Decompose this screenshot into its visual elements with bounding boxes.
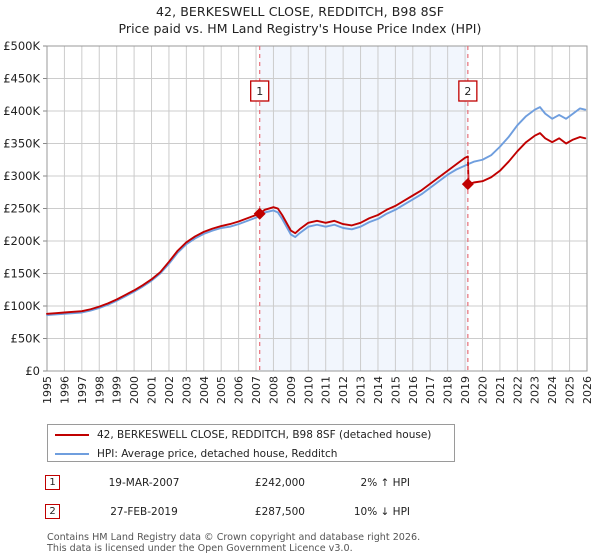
y-tick-label: £450K: [3, 72, 40, 86]
y-tick-label: £0: [25, 364, 40, 378]
x-tick-label: 2006: [233, 376, 246, 404]
transaction-hpi-delta: 10% ↓ HPI: [353, 506, 410, 518]
transaction-price: £287,500: [254, 506, 305, 518]
y-tick-label: £150K: [3, 267, 40, 281]
x-tick-label: 2023: [529, 376, 542, 404]
x-tick-label: 2025: [564, 376, 577, 404]
x-tick-label: 2020: [476, 376, 489, 404]
transaction-price: £242,000: [254, 477, 305, 489]
plot-border: [46, 45, 588, 372]
marker-index-label: 1: [256, 85, 263, 98]
x-tick-label: 2019: [459, 376, 472, 404]
x-tick-label: 2008: [267, 376, 280, 404]
x-tick-label: 2024: [546, 376, 559, 404]
marker-index-label: 2: [464, 85, 471, 98]
y-tick-label: £50K: [11, 332, 41, 346]
transaction-index-badge: 2: [45, 504, 60, 519]
x-tick-label: 1995: [41, 376, 54, 404]
y-tick-label: £400K: [3, 104, 40, 118]
x-tick-label: 1998: [93, 376, 106, 404]
transaction-row[interactable]: 2 27-FEB-2019 £287,500 10% ↓ HPI: [45, 503, 465, 521]
x-tick-label: 2022: [511, 376, 524, 404]
x-tick-label: 1999: [111, 376, 124, 404]
transaction-date: 27-FEB-2019: [110, 506, 178, 518]
transaction-date: 19-MAR-2007: [108, 477, 180, 489]
legend-item-hpi: HPI: Average price, detached house, Redd…: [48, 444, 454, 463]
x-tick-label: 2018: [442, 376, 455, 404]
x-tick-label: 2005: [215, 376, 228, 404]
x-tick-label: 2021: [494, 376, 507, 404]
x-tick-label: 2013: [355, 376, 368, 404]
x-tick-label: 2002: [163, 376, 176, 404]
price-history-chart: 1995 1996 1997 1998 1999 2000 2001 2002 2003 2004…: [3, 39, 594, 404]
legend-label-hpi: HPI: Average price, detached house, Redd…: [97, 447, 338, 460]
series-line: [46, 106, 587, 317]
x-tick-label: 2004: [198, 376, 211, 404]
legend-swatch-price-paid: [55, 433, 89, 436]
chart-legend: 42, BERKESWELL CLOSE, REDDITCH, B98 8SF …: [47, 424, 455, 462]
x-tick-label: 2014: [372, 376, 385, 404]
x-tick-label: 2003: [180, 376, 193, 404]
footer-licence-line2: This data is licensed under the Open Gov…: [47, 543, 353, 554]
page-title: 42, BERKESWELL CLOSE, REDDITCH, B98 8SF: [156, 4, 444, 19]
x-tick-label: 2016: [407, 376, 420, 404]
y-tick-label: £250K: [3, 202, 40, 216]
x-tick-label: 2010: [302, 376, 315, 404]
x-tick-label: 1997: [76, 376, 89, 404]
footer-copyright-line1: Contains HM Land Registry data © Crown c…: [47, 532, 421, 543]
series-line: [46, 132, 587, 315]
x-tick-label: 1996: [58, 376, 71, 404]
transaction-index-badge: 1: [45, 475, 60, 490]
y-tick-label: £100K: [3, 299, 40, 313]
y-tick-label: £500K: [3, 39, 40, 53]
transaction-hpi-delta: 2% ↑ HPI: [360, 477, 410, 489]
x-tick-label: 2001: [146, 376, 159, 404]
x-tick-label: 2012: [337, 376, 350, 404]
legend-label-price-paid: 42, BERKESWELL CLOSE, REDDITCH, B98 8SF …: [97, 428, 432, 441]
y-tick-label: £300K: [3, 169, 40, 183]
y-tick-label: £350K: [3, 137, 40, 151]
x-tick-label: 2011: [320, 376, 333, 404]
page-subtitle: Price paid vs. HM Land Registry's House …: [118, 21, 482, 36]
price-marker[interactable]: [253, 207, 266, 220]
transaction-row[interactable]: 1 19-MAR-2007 £242,000 2% ↑ HPI: [45, 474, 465, 492]
x-tick-label: 2007: [250, 376, 263, 404]
x-tick-label: 2015: [389, 376, 402, 404]
price-marker[interactable]: [461, 178, 474, 191]
x-tick-label: 2026: [581, 376, 594, 404]
legend-item-price-paid: 42, BERKESWELL CLOSE, REDDITCH, B98 8SF …: [48, 425, 454, 444]
x-tick-label: 2009: [285, 376, 298, 404]
y-tick-label: £200K: [3, 234, 40, 248]
marker-index-box: [250, 80, 270, 102]
x-tick-label: 2000: [128, 376, 141, 404]
x-tick-label: 2017: [424, 376, 437, 404]
marker-index-box: [458, 80, 478, 102]
legend-swatch-hpi: [55, 452, 89, 455]
